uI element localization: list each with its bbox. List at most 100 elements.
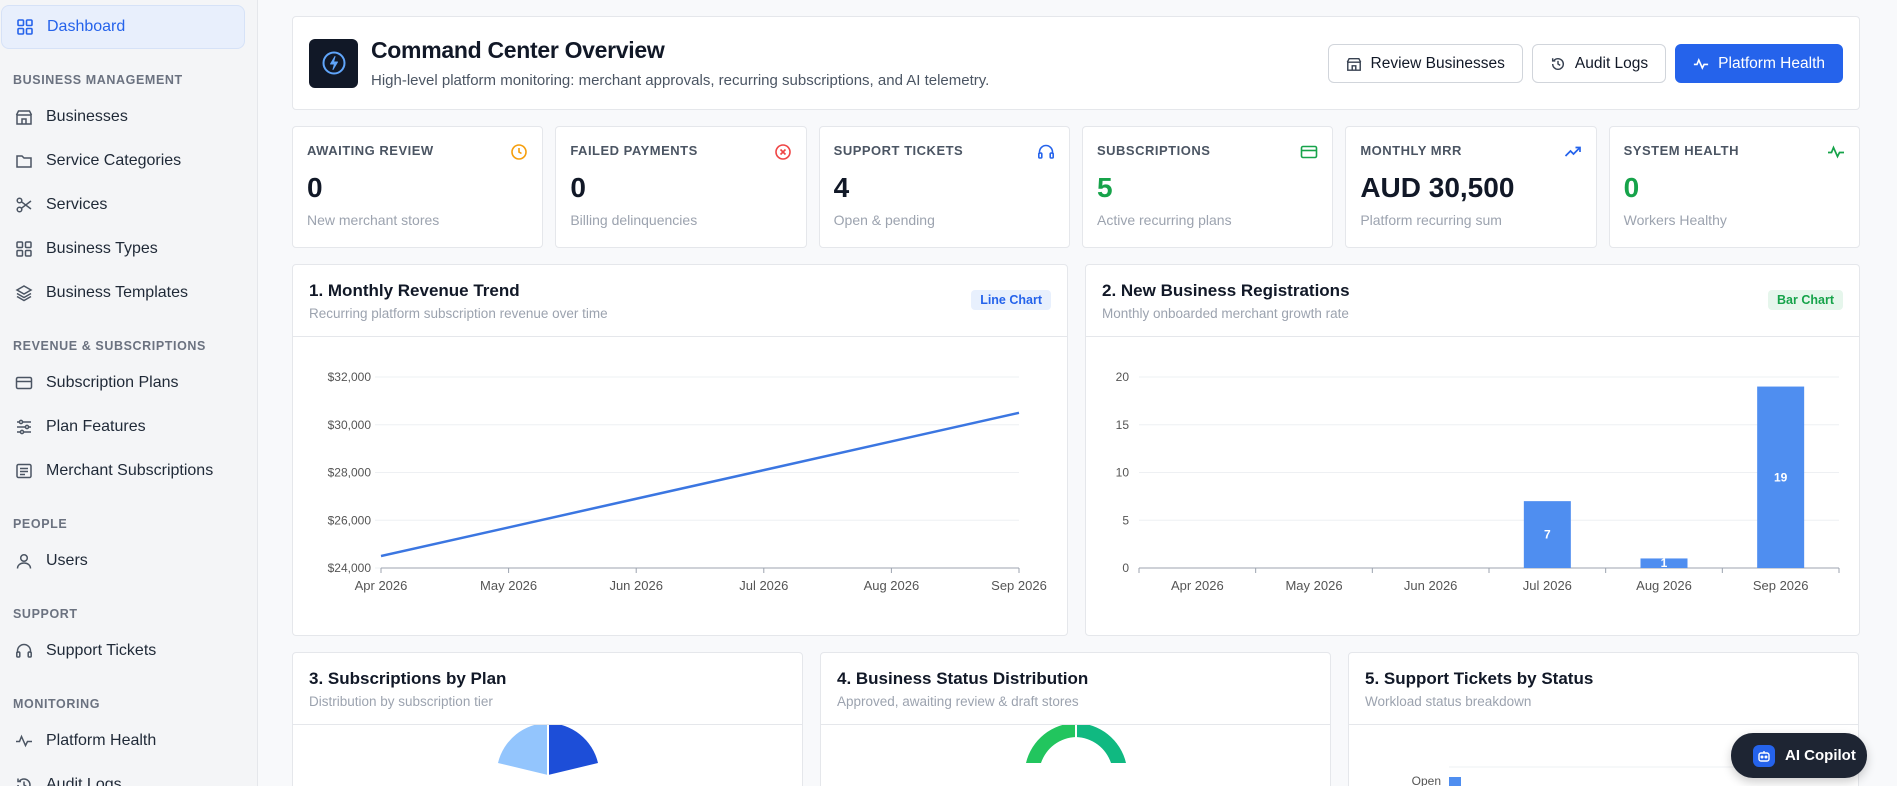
activity-icon — [15, 732, 33, 750]
sidebar-item-label: Dashboard — [47, 18, 126, 35]
status-donut-chart — [1026, 723, 1126, 786]
credit-card-icon — [1300, 143, 1318, 161]
button-label: Audit Logs — [1574, 54, 1649, 72]
layers-icon — [15, 284, 33, 302]
sidebar-item-label: Users — [46, 552, 88, 569]
stat-card-awaiting-review: AWAITING REVIEW 0 New merchant stores — [292, 126, 544, 248]
activity-icon — [1693, 56, 1709, 72]
bar — [1757, 386, 1805, 568]
chart-title: 1. Monthly Revenue Trend — [309, 281, 520, 300]
sidebar-item-label: Service Categories — [46, 152, 182, 169]
sidebar-item-service-categories[interactable]: Service Categories — [1, 139, 245, 183]
bar — [1523, 501, 1571, 568]
stats-row: AWAITING REVIEW 0 New merchant stores FA… — [292, 126, 1860, 248]
sidebar-item-label: Services — [46, 196, 108, 213]
stat-sub: New merchant stores — [307, 212, 440, 228]
platform-health-button[interactable]: Platform Health — [1675, 44, 1843, 83]
stat-label: AWAITING REVIEW — [307, 143, 434, 158]
chart-subtitle: Distribution by subscription tier — [309, 694, 493, 709]
sidebar-item-subscription-plans[interactable]: Subscription Plans — [1, 361, 245, 405]
sidebar-item-business-templates[interactable]: Business Templates — [1, 271, 245, 315]
pie-slice — [498, 723, 548, 775]
sidebar-item-plan-features[interactable]: Plan Features — [1, 405, 245, 449]
x-tick-label: Sep 2026 — [1753, 578, 1809, 593]
stat-card-monthly-mrr: MONTHLY MRR AUD 30,500 Platform recurrin… — [1345, 126, 1597, 248]
bar-value-label: 7 — [1544, 528, 1551, 542]
grid-icon — [15, 240, 33, 258]
clock-icon — [510, 143, 528, 161]
status-chart-card: 4. Business Status Distribution Approved… — [820, 652, 1331, 786]
stat-sub: Active recurring plans — [1096, 212, 1232, 228]
trending-up-icon — [1564, 143, 1582, 161]
donut-slice — [1026, 723, 1076, 763]
folder-icon — [15, 152, 33, 170]
sidebar-item-platform-health[interactable]: Platform Health — [1, 719, 245, 763]
y-tick-label: $30,000 — [328, 418, 372, 432]
donut-slice — [1076, 723, 1126, 763]
sidebar-item-businesses[interactable]: Businesses — [1, 95, 245, 139]
stat-sub: Platform recurring sum — [1360, 212, 1502, 228]
store-icon — [15, 108, 33, 126]
sidebar-item-label: Business Types — [46, 240, 158, 257]
sidebar-item-merchant-subscriptions[interactable]: Merchant Subscriptions — [1, 449, 245, 493]
credit-card-icon — [15, 374, 33, 392]
audit-logs-button[interactable]: Audit Logs — [1531, 44, 1667, 83]
plans-pie-chart — [498, 723, 598, 786]
x-tick-label: Apr 2026 — [355, 578, 408, 593]
main-content: Command Center Overview High-level platf… — [292, 16, 1860, 786]
sidebar-item-users[interactable]: Users — [1, 539, 245, 583]
stat-label: SUBSCRIPTIONS — [1096, 143, 1211, 158]
bar-value-label: 1 — [1661, 556, 1668, 570]
stat-label: SYSTEM HEALTH — [1623, 143, 1739, 158]
sidebar-item-dashboard[interactable]: Dashboard — [1, 5, 245, 49]
section-support: SUPPORT — [13, 607, 78, 621]
sidebar-item-label: Plan Features — [46, 418, 146, 435]
copilot-label: AI Copilot — [1785, 747, 1856, 764]
sidebar-item-support-tickets[interactable]: Support Tickets — [1, 629, 245, 673]
x-tick-label: Aug 2026 — [1636, 578, 1692, 593]
stat-value: 5 — [1096, 172, 1113, 203]
stat-sub: Open & pending — [833, 212, 935, 228]
y-tick-label: $26,000 — [328, 513, 372, 527]
sidebar-item-label: Audit Logs — [46, 776, 122, 786]
y-tick-label: 20 — [1116, 370, 1130, 384]
y-tick-label: 0 — [1122, 561, 1129, 575]
headset-icon — [15, 642, 33, 660]
sidebar-item-label: Subscription Plans — [46, 374, 179, 391]
series-line — [380, 411, 1020, 558]
stat-label: MONTHLY MRR — [1360, 143, 1462, 158]
stat-value: AUD 30,500 — [1360, 172, 1515, 203]
chart-title: 2. New Business Registrations — [1102, 281, 1350, 300]
sidebar-item-label: Businesses — [46, 108, 128, 125]
sliders-icon — [15, 418, 33, 436]
line-chart: $24,000 $26,000 $28,000 $30,000 $32,000 Apr 2… — [328, 370, 1047, 593]
sidebar-item-business-types[interactable]: Business Types — [1, 227, 245, 271]
activity-icon — [1827, 143, 1845, 161]
chart-title: 3. Subscriptions by Plan — [309, 669, 507, 688]
y-tick-label: 5 — [1122, 513, 1129, 527]
x-tick-label: Apr 2026 — [1171, 578, 1224, 593]
user-icon — [15, 552, 33, 570]
section-people: PEOPLE — [13, 517, 68, 531]
sidebar-item-label: Merchant Subscriptions — [46, 462, 214, 479]
stat-value: 0 — [1623, 172, 1640, 203]
chart-title: 4. Business Status Distribution — [837, 669, 1089, 688]
ai-copilot-button[interactable]: AI Copilot — [1731, 733, 1867, 778]
x-tick-label: Jun 2026 — [609, 578, 663, 593]
history-icon — [15, 776, 33, 786]
sidebar-item-services[interactable]: Services — [1, 183, 245, 227]
button-label: Review Businesses — [1370, 54, 1505, 72]
review-businesses-button[interactable]: Review Businesses — [1327, 44, 1523, 83]
sidebar-item-audit-logs[interactable]: Audit Logs — [1, 763, 245, 786]
tickets-chart-card: 5. Support Tickets by Status Workload st… — [1348, 652, 1859, 786]
stat-value: 0 — [570, 172, 586, 203]
x-tick-label: May 2026 — [1285, 578, 1342, 593]
sidebar-item-label: Business Templates — [46, 284, 188, 301]
history-icon — [1550, 56, 1566, 72]
y-tick-label: 10 — [1116, 466, 1130, 480]
x-circle-icon — [774, 143, 792, 161]
chart-subtitle: Recurring platform subscription revenue … — [309, 306, 608, 321]
scissors-icon — [15, 196, 33, 214]
x-tick-label: Jul 2026 — [1523, 578, 1572, 593]
sidebar: Dashboard BUSINESS MANAGEMENT Businesses… — [0, 0, 258, 786]
